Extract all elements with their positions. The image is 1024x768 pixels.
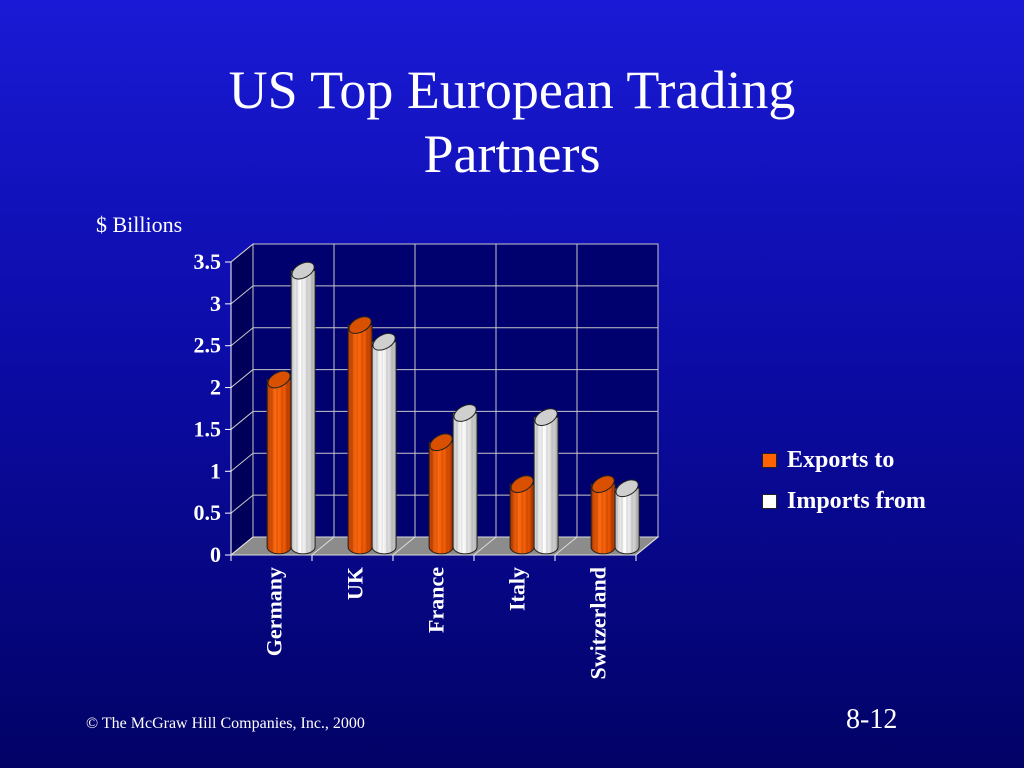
y-axis-unit-label: $ Billions (96, 212, 183, 237)
gridline-side (230, 285, 254, 305)
copyright-footer: © The McGraw Hill Companies, Inc., 2000 (86, 715, 365, 732)
gridline-side (230, 411, 254, 430)
x-category-label-italy: Italy (505, 567, 530, 611)
x-category-label-uk: UK (343, 567, 368, 600)
bar-top-cap (291, 261, 315, 280)
page-number: 8-12 (846, 704, 898, 735)
chart-legend: Exports to Imports from (762, 440, 926, 522)
bar-imports-uk (371, 332, 397, 555)
bar-exports-switzerland (590, 475, 616, 555)
y-tick-label: 3.5 (194, 249, 222, 274)
bar-top-cap (348, 316, 372, 334)
y-tick-label: 1 (210, 458, 221, 483)
bar-top-cap (591, 475, 615, 493)
gridline-side (230, 243, 254, 263)
y-tick-label: 0 (210, 542, 221, 567)
bar-imports-switzerland (614, 479, 640, 555)
bar-imports-italy (533, 408, 559, 555)
bar-exports-germany (266, 370, 292, 555)
legend-label-imports: Imports from (787, 488, 926, 514)
bar-texture (510, 484, 535, 554)
bar-imports-germany (290, 261, 316, 555)
bar-top-cap (615, 479, 639, 498)
slide-title-line-1: US Top European Trading (228, 60, 796, 120)
legend-label-exports: Exports to (787, 447, 895, 473)
gridline-side (230, 327, 254, 347)
slide-title-line-2: Partners (423, 124, 601, 184)
legend-swatch-exports (762, 453, 777, 468)
bar-texture (291, 270, 316, 554)
x-category-label-switzerland: Switzerland (586, 567, 611, 679)
floor-divider (473, 536, 497, 556)
y-tick-label: 0.5 (194, 500, 222, 525)
floor-divider (230, 536, 254, 556)
bar-top-cap (429, 433, 453, 452)
floor-divider (635, 536, 659, 556)
y-tick-label: 2 (210, 375, 221, 400)
chart-side-wall (230, 242, 254, 557)
bar-exports-uk (347, 316, 373, 555)
floor-divider (392, 536, 416, 556)
bar-texture (615, 488, 640, 554)
x-category-label-france: France (424, 567, 449, 633)
bar-imports-france (452, 404, 478, 555)
y-tick-label: 3 (210, 291, 221, 316)
bar-top-cap (267, 370, 291, 389)
bar-top-cap (453, 404, 477, 422)
bar-top-cap (534, 408, 558, 427)
legend-item-imports: Imports from (762, 481, 926, 522)
legend-item-exports: Exports to (762, 440, 926, 481)
floor-divider (311, 536, 335, 556)
bar-texture (348, 325, 373, 554)
legend-swatch-imports (762, 494, 777, 509)
bar-texture (591, 484, 616, 554)
bar-texture (453, 412, 478, 554)
gridline-side (230, 369, 254, 388)
bar-exports-italy (509, 475, 535, 555)
bar-texture (429, 442, 454, 554)
y-tick-label: 1.5 (194, 416, 222, 441)
gridline-side (230, 452, 254, 472)
floor-divider (554, 536, 578, 556)
bar-top-cap (372, 332, 396, 351)
slide-title: US Top European Trading Partners (0, 58, 1024, 186)
gridline-side (230, 494, 254, 514)
bar-texture (267, 379, 292, 554)
bar-exports-france (428, 433, 454, 555)
bar-texture (372, 341, 397, 554)
y-tick-label: 2.5 (194, 333, 222, 358)
x-category-label-germany: Germany (262, 567, 287, 656)
bar-top-cap (510, 475, 534, 493)
bar-texture (534, 417, 559, 554)
